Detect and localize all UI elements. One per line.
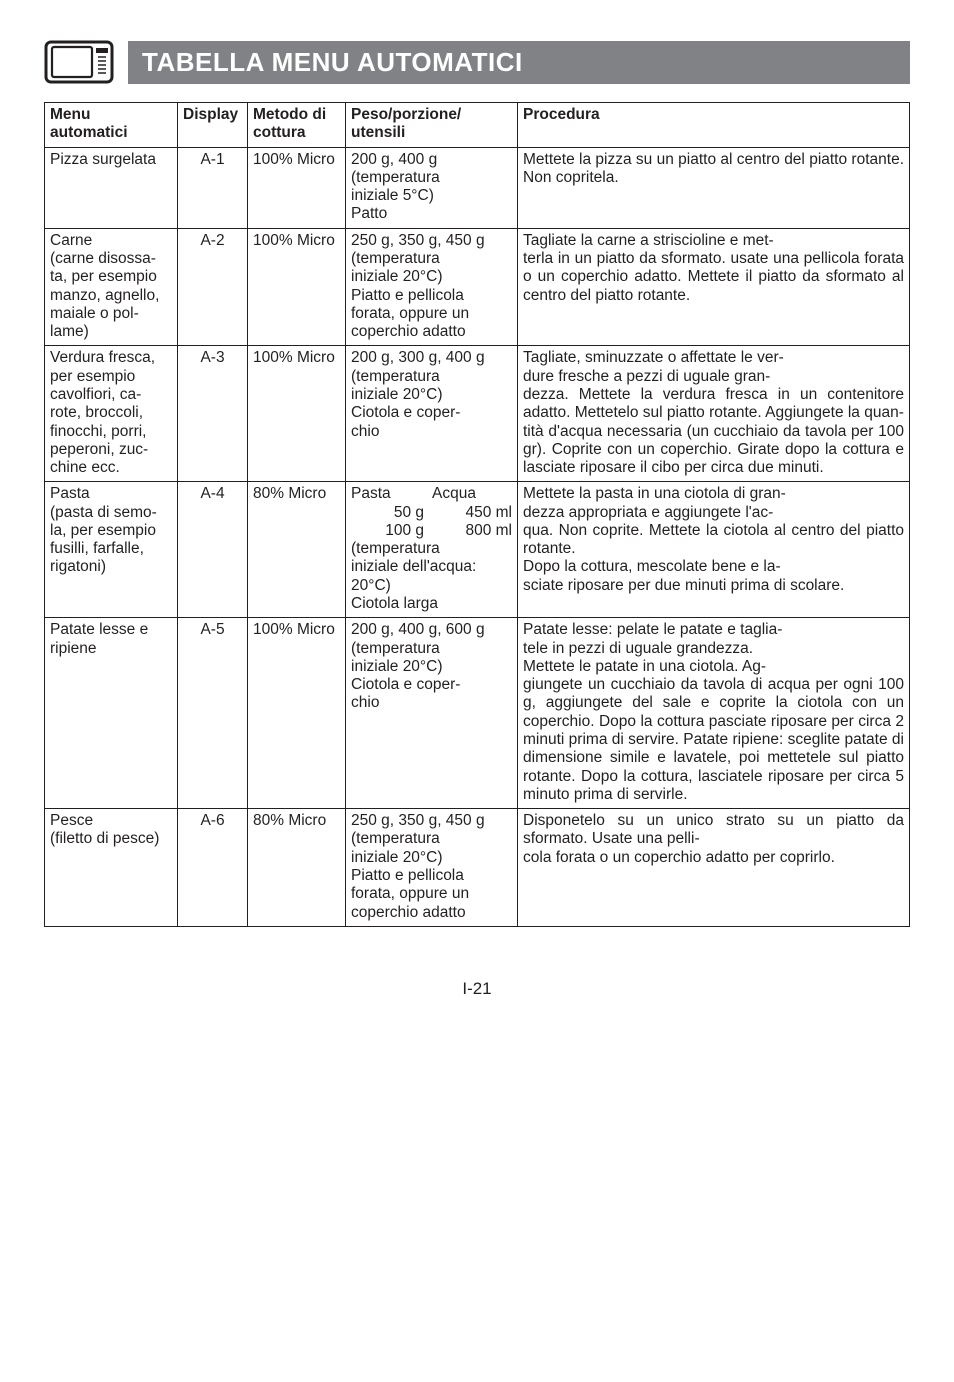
- table-header-row: Menuautomatici Display Metodo dicottura …: [45, 103, 910, 148]
- cell-display: A-6: [178, 809, 248, 927]
- cell-menu: Verdura fresca, per esempiocavolfiori, c…: [45, 346, 178, 482]
- col-metodo: Metodo dicottura: [248, 103, 346, 148]
- pasta-head-1: Pasta: [351, 485, 424, 503]
- table-row: Pizza surgelata A-1 100% Micro 200 g, 40…: [45, 147, 910, 228]
- col-procedura: Procedura: [518, 103, 910, 148]
- col-peso: Peso/porzione/utensili: [346, 103, 518, 148]
- pasta-r2a: 100 g: [351, 522, 424, 540]
- menu-table: Menuautomatici Display Metodo dicottura …: [44, 102, 910, 927]
- cell-display: A-3: [178, 346, 248, 482]
- cell-metodo: 100% Micro: [248, 346, 346, 482]
- cell-procedura: Mettete la pasta in una ciotola di gran-…: [518, 482, 910, 618]
- header-bar: TABELLA MENU AUTOMATICI: [44, 36, 910, 88]
- cell-menu: Pasta(pasta di semo-la, per esempio fusi…: [45, 482, 178, 618]
- cell-display: A-2: [178, 228, 248, 346]
- table-row: Patate lesse e ripiene A-5 100% Micro 20…: [45, 618, 910, 809]
- cell-peso: Pasta Acqua 50 g 450 ml 100 g 800 ml (te…: [346, 482, 518, 618]
- page-title: TABELLA MENU AUTOMATICI: [128, 41, 910, 84]
- page-number: I-21: [44, 979, 910, 999]
- cell-menu: Pesce(filetto di pesce): [45, 809, 178, 927]
- table-body: Pizza surgelata A-1 100% Micro 200 g, 40…: [45, 147, 910, 926]
- col-menu: Menuautomatici: [45, 103, 178, 148]
- microwave-icon: [44, 36, 114, 88]
- pasta-head-2: Acqua: [432, 485, 512, 503]
- cell-procedura: Tagliate la carne a striscioline e met-t…: [518, 228, 910, 346]
- table-row: Pesce(filetto di pesce) A-6 80% Micro 25…: [45, 809, 910, 927]
- cell-metodo: 100% Micro: [248, 228, 346, 346]
- pasta-r1a: 50 g: [351, 504, 424, 522]
- pasta-r1b: 450 ml: [432, 504, 512, 522]
- cell-display: A-1: [178, 147, 248, 228]
- cell-display: A-5: [178, 618, 248, 809]
- table-row: Carne(carne disossa-ta, per esempio manz…: [45, 228, 910, 346]
- cell-procedura: Disponetelo su un unico strato su un pia…: [518, 809, 910, 927]
- cell-metodo: 100% Micro: [248, 147, 346, 228]
- pasta-rest: (temperaturainiziale dell'acqua: 20°C)Ci…: [351, 540, 512, 613]
- cell-peso: 250 g, 350 g, 450 g(temperaturainiziale …: [346, 809, 518, 927]
- cell-metodo: 80% Micro: [248, 809, 346, 927]
- cell-peso: 200 g, 400 g, 600 g(temperaturainiziale …: [346, 618, 518, 809]
- cell-menu: Pizza surgelata: [45, 147, 178, 228]
- col-display: Display: [178, 103, 248, 148]
- cell-menu: Carne(carne disossa-ta, per esempio manz…: [45, 228, 178, 346]
- cell-procedura: Patate lesse: pelate le patate e taglia-…: [518, 618, 910, 809]
- cell-display: A-4: [178, 482, 248, 618]
- cell-metodo: 100% Micro: [248, 618, 346, 809]
- cell-peso: 200 g, 400 g(temperaturainiziale 5°C)Pat…: [346, 147, 518, 228]
- pasta-r2b: 800 ml: [432, 522, 512, 540]
- cell-peso: 250 g, 350 g, 450 g(temperaturainiziale …: [346, 228, 518, 346]
- table-row: Pasta(pasta di semo-la, per esempio fusi…: [45, 482, 910, 618]
- cell-metodo: 80% Micro: [248, 482, 346, 618]
- cell-procedura: Mettete la pizza su un piatto al centro …: [518, 147, 910, 228]
- cell-menu: Patate lesse e ripiene: [45, 618, 178, 809]
- cell-procedura: Tagliate, sminuzzate o affettate le ver-…: [518, 346, 910, 482]
- table-row: Verdura fresca, per esempiocavolfiori, c…: [45, 346, 910, 482]
- cell-peso: 200 g, 300 g, 400 g(temperaturainiziale …: [346, 346, 518, 482]
- page: TABELLA MENU AUTOMATICI Menuautomatici D…: [0, 0, 954, 1029]
